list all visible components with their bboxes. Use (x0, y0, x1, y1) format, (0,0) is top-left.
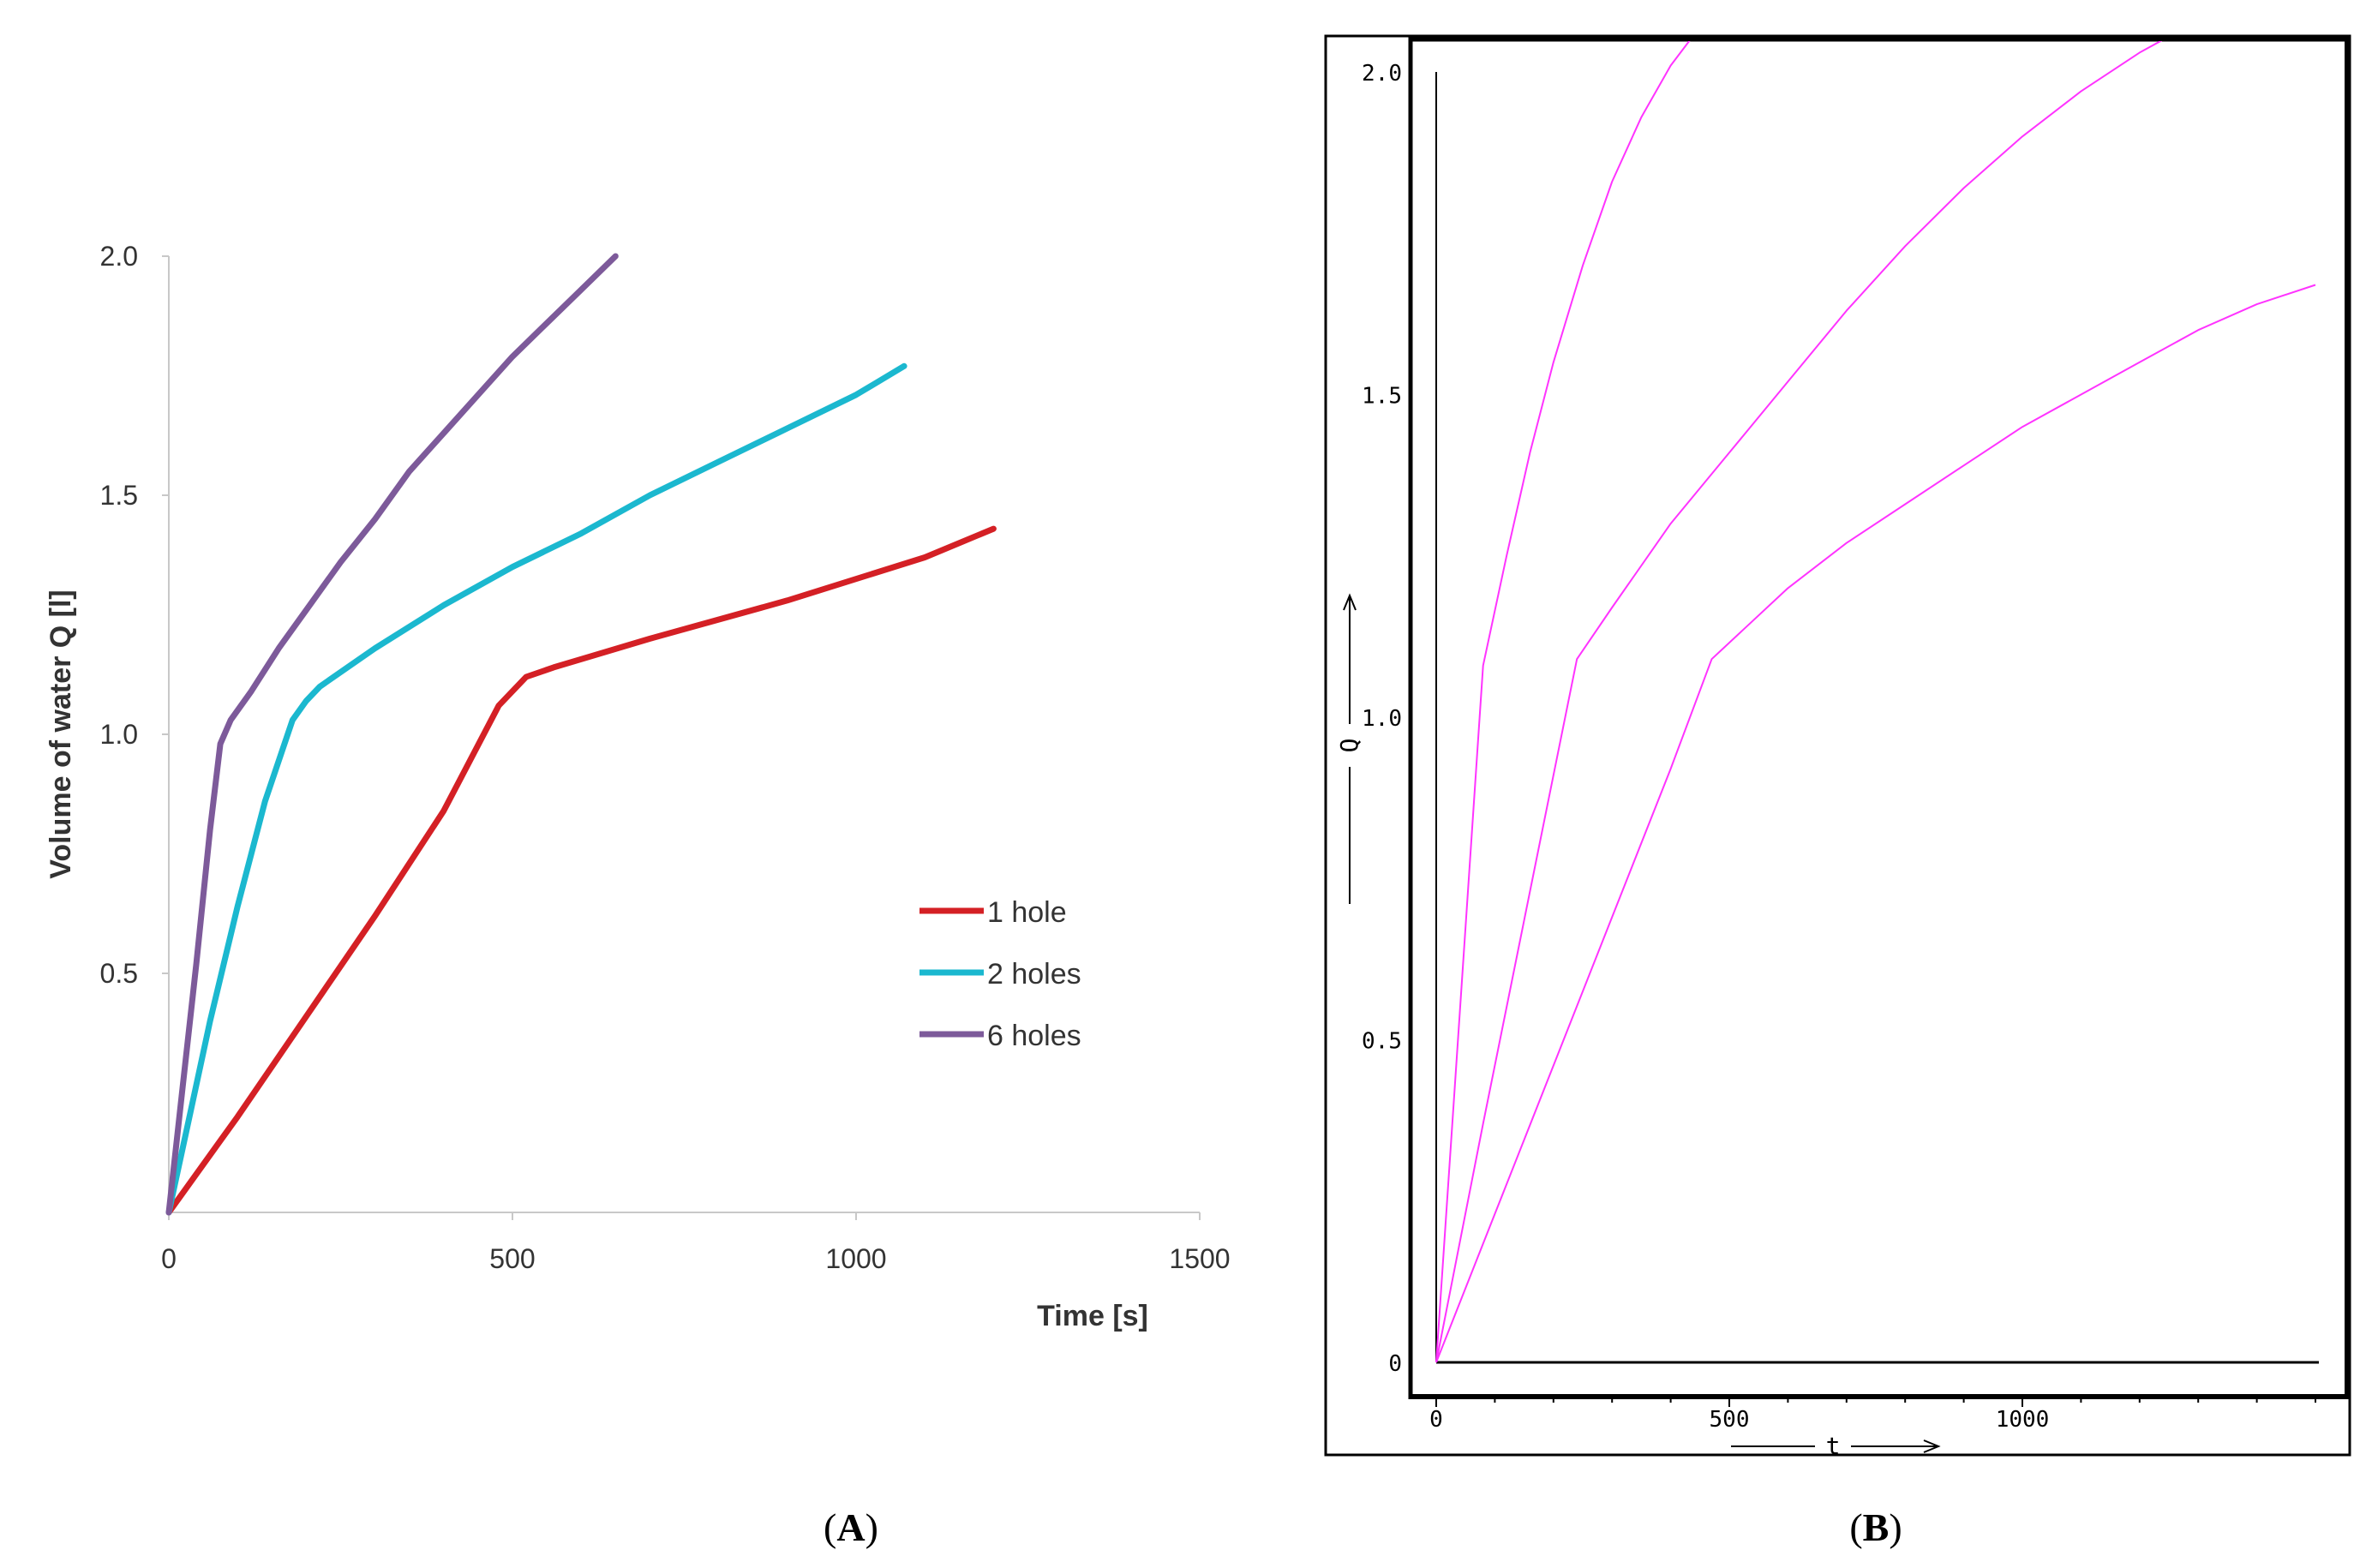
b-y-tick-label-2-0: 2.0 (1362, 61, 1402, 87)
b-y-tick-label-0-5: 0.5 (1362, 1029, 1402, 1055)
panel-b: 0 0.5 1.0 1.5 2.0 0 500 1000 Q t (B) (1324, 34, 2351, 1549)
panel-a-x-axis-label: Time [s] (1037, 1300, 1148, 1332)
a-x-tick-label-1500: 1500 (1169, 1243, 1230, 1274)
panel-a-legend: 1 hole 2 holes 6 holes (919, 896, 1081, 1052)
panel-a-y-axis-label: Volume of water Q [l] (45, 589, 77, 879)
panel-b-x-label: t (1826, 1432, 1841, 1460)
panel-b-x-axis-label: t (1731, 1432, 1941, 1460)
legend-item-6-holes: 6 holes (919, 1020, 1081, 1052)
legend-item-2-holes: 2 holes (919, 958, 1081, 990)
b-series-line-curve-3 (1435, 284, 2316, 1363)
panel-b-frame (1324, 34, 2351, 1457)
series-line-6-holes (165, 253, 619, 1216)
right-arrow-icon (1923, 1439, 1941, 1453)
panel-b-y-axis-label: Q (1335, 593, 1363, 904)
legend-label-6-holes: 6 holes (987, 1020, 1081, 1052)
q-label-gap (1339, 724, 1361, 767)
up-arrow-icon (1343, 593, 1357, 611)
caption-a: (A) (824, 1505, 878, 1549)
caption-b-letter: B (1863, 1505, 1890, 1549)
b-x-tick-label-1000: 1000 (1996, 1407, 2050, 1433)
b-y-tick-label-1-0: 1.0 (1362, 706, 1402, 732)
legend-label-2-holes: 2 holes (987, 958, 1081, 990)
a-x-tick-label-0: 0 (161, 1243, 177, 1274)
panel-b-y-label: Q (1335, 739, 1363, 753)
a-x-tick-label-1000: 1000 (825, 1243, 886, 1274)
b-x-tick-label-0: 0 (1429, 1407, 1443, 1433)
b-series-line-curve-1 (1435, 41, 1691, 1363)
legend-item-1-hole: 1 hole (919, 896, 1067, 929)
a-y-tick-label-0-5: 0.5 (100, 958, 138, 989)
series-line-2-holes (165, 362, 907, 1216)
legend-label-1-hole: 1 hole (987, 896, 1067, 929)
a-x-tick-label-500: 500 (489, 1243, 535, 1274)
series-line-1-hole (165, 525, 997, 1216)
caption-a-letter: A (836, 1505, 865, 1549)
a-y-tick-label-1-0: 1.0 (100, 719, 138, 750)
b-y-tick-label-0: 0 (1388, 1351, 1402, 1377)
caption-b: (B) (1849, 1505, 1902, 1549)
b-x-tick-label-500: 500 (1710, 1407, 1750, 1433)
panel-a: 0.5 1.0 1.5 2.0 0 500 1000 1500 Volume of wate… (45, 241, 1231, 1549)
b-y-tick-label-1-5: 1.5 (1362, 384, 1402, 410)
a-y-tick-label-1-5: 1.5 (100, 480, 138, 511)
b-series-line-curve-2 (1435, 41, 2163, 1363)
a-y-tick-label-2-0: 2.0 (100, 241, 138, 272)
